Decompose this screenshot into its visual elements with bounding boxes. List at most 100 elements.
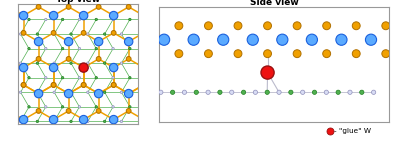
Circle shape <box>66 109 71 113</box>
Circle shape <box>125 89 133 98</box>
Circle shape <box>277 34 288 45</box>
Circle shape <box>352 22 360 30</box>
Circle shape <box>125 37 133 46</box>
Circle shape <box>78 77 81 79</box>
Circle shape <box>120 91 123 94</box>
Circle shape <box>264 50 272 58</box>
Circle shape <box>19 63 28 72</box>
Circle shape <box>301 90 305 94</box>
Circle shape <box>204 50 212 58</box>
Circle shape <box>365 34 376 45</box>
Circle shape <box>21 83 26 87</box>
Title: Side view: Side view <box>250 0 299 7</box>
Circle shape <box>96 56 101 61</box>
Circle shape <box>28 18 30 21</box>
Circle shape <box>94 89 103 98</box>
Circle shape <box>293 50 301 58</box>
Circle shape <box>265 90 269 94</box>
Circle shape <box>79 63 88 72</box>
Circle shape <box>109 115 118 124</box>
Circle shape <box>112 18 114 21</box>
Circle shape <box>51 83 56 87</box>
Circle shape <box>126 4 131 9</box>
Circle shape <box>36 120 39 123</box>
Circle shape <box>78 18 81 21</box>
Circle shape <box>50 11 58 20</box>
Circle shape <box>50 115 58 124</box>
Circle shape <box>352 50 360 58</box>
Circle shape <box>336 90 340 94</box>
Circle shape <box>234 22 242 30</box>
Title: Top view: Top view <box>55 0 100 4</box>
Circle shape <box>103 91 106 94</box>
Circle shape <box>129 18 131 21</box>
Circle shape <box>171 90 175 94</box>
Circle shape <box>112 77 114 79</box>
Circle shape <box>28 77 30 79</box>
Circle shape <box>36 4 41 9</box>
Circle shape <box>159 90 163 94</box>
Circle shape <box>109 11 118 20</box>
Circle shape <box>70 120 72 123</box>
Circle shape <box>19 11 28 20</box>
Circle shape <box>61 77 64 79</box>
Circle shape <box>129 106 131 108</box>
Circle shape <box>289 90 293 94</box>
Circle shape <box>19 33 22 35</box>
Circle shape <box>234 50 242 58</box>
Circle shape <box>103 120 106 123</box>
Circle shape <box>336 34 347 45</box>
Circle shape <box>230 90 234 94</box>
Circle shape <box>95 18 97 21</box>
Circle shape <box>348 90 352 94</box>
Circle shape <box>28 106 30 108</box>
Circle shape <box>94 37 103 46</box>
Circle shape <box>103 62 106 64</box>
Circle shape <box>36 109 41 113</box>
Circle shape <box>382 50 390 58</box>
Circle shape <box>79 11 88 20</box>
Legend: - "glue" W: - "glue" W <box>329 128 371 134</box>
Circle shape <box>86 91 89 94</box>
Circle shape <box>66 56 71 61</box>
Circle shape <box>293 22 301 30</box>
Circle shape <box>51 83 56 87</box>
Circle shape <box>112 106 114 108</box>
Circle shape <box>323 22 331 30</box>
Circle shape <box>70 33 72 35</box>
Circle shape <box>21 83 26 87</box>
Circle shape <box>19 62 22 64</box>
Circle shape <box>28 47 30 50</box>
Circle shape <box>36 91 39 94</box>
Circle shape <box>382 22 390 30</box>
Circle shape <box>53 33 55 35</box>
Circle shape <box>64 89 73 98</box>
Circle shape <box>34 89 43 98</box>
Circle shape <box>86 33 89 35</box>
Circle shape <box>120 33 123 35</box>
Circle shape <box>79 115 88 124</box>
Circle shape <box>253 90 257 94</box>
Circle shape <box>277 90 281 94</box>
Circle shape <box>109 63 118 72</box>
Circle shape <box>129 77 131 79</box>
Circle shape <box>66 4 71 9</box>
Circle shape <box>53 91 55 94</box>
Circle shape <box>53 62 55 64</box>
Circle shape <box>81 83 86 87</box>
Circle shape <box>204 22 212 30</box>
Circle shape <box>50 63 58 72</box>
Circle shape <box>86 62 89 64</box>
Circle shape <box>112 47 114 50</box>
Circle shape <box>21 30 26 35</box>
Circle shape <box>44 106 47 108</box>
Circle shape <box>44 47 47 50</box>
Circle shape <box>19 115 28 124</box>
Circle shape <box>218 90 222 94</box>
Circle shape <box>129 47 131 50</box>
Circle shape <box>70 91 72 94</box>
Circle shape <box>182 90 187 94</box>
Circle shape <box>95 106 97 108</box>
Circle shape <box>103 33 106 35</box>
Circle shape <box>175 50 183 58</box>
